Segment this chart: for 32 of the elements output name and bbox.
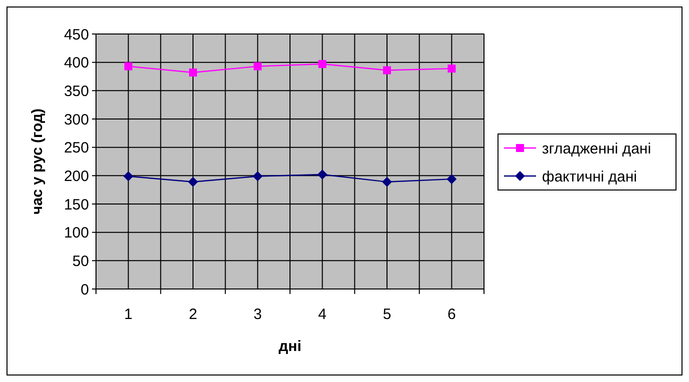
y-tick-label: 150 bbox=[64, 196, 89, 214]
point bbox=[448, 64, 456, 73]
point bbox=[446, 174, 457, 184]
y-tick-label: 100 bbox=[64, 224, 89, 242]
point bbox=[383, 66, 391, 74]
y-tick-label: 400 bbox=[64, 54, 89, 72]
y-tick-label: 450 bbox=[64, 26, 89, 44]
x-tick-label: 4 bbox=[318, 306, 327, 323]
x-tick-label: 1 bbox=[124, 306, 133, 323]
x-tick-label: 5 bbox=[382, 306, 392, 323]
point bbox=[318, 60, 326, 68]
point bbox=[188, 176, 198, 187]
y-tick-label: 250 bbox=[64, 140, 89, 157]
x-axis-title: дні bbox=[278, 338, 302, 355]
y-tick-label: 300 bbox=[64, 111, 89, 128]
point bbox=[382, 176, 392, 187]
point bbox=[254, 62, 262, 70]
x-tick-label: 3 bbox=[253, 306, 262, 323]
y-tick-label: 50 bbox=[72, 252, 89, 270]
y-axis-title: час у рус (год) bbox=[29, 108, 46, 215]
y-tick-label: 0 bbox=[80, 281, 89, 298]
point bbox=[189, 68, 197, 77]
point bbox=[317, 170, 328, 180]
point bbox=[123, 171, 134, 182]
x-tick-label: 2 bbox=[188, 306, 198, 323]
legend-label: фактичні дані bbox=[542, 168, 637, 186]
x-tick-label: 6 bbox=[447, 306, 456, 323]
legend-label: згладженні дані bbox=[542, 140, 652, 158]
y-tick-label: 350 bbox=[64, 82, 89, 100]
point bbox=[124, 62, 132, 70]
point bbox=[252, 171, 263, 182]
y-tick-label: 200 bbox=[64, 168, 89, 185]
